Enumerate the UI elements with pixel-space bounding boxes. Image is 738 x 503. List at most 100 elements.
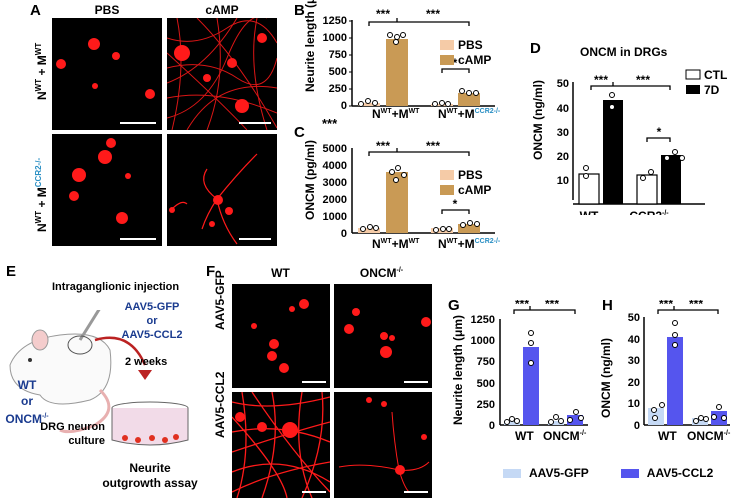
svg-text:250: 250 <box>477 399 495 411</box>
panel-label-e: E <box>6 263 17 280</box>
row-title-ccl2: AAV5-CCL2 <box>213 371 227 438</box>
vector-options: AAV5-GFP or AAV5-CCL2 <box>121 301 183 341</box>
svg-text:4000: 4000 <box>323 160 347 172</box>
panel-label-g: G <box>448 297 460 314</box>
svg-text:WT: WT <box>515 429 534 440</box>
svg-text:20: 20 <box>628 377 640 389</box>
panel-label-h: H <box>602 297 613 314</box>
legend-label-gfp: AAV5-GFP <box>529 466 589 480</box>
panel-label-b: B <box>294 2 305 19</box>
micrograph-pbs-ccr2 <box>52 134 162 246</box>
micrograph-pbs-wt <box>52 18 162 130</box>
culture-dish-icon <box>111 401 189 446</box>
svg-text:10: 10 <box>557 175 569 187</box>
legend-swatch-gfp <box>503 468 521 478</box>
svg-text:***: *** <box>426 139 440 153</box>
svg-text:10: 10 <box>628 398 640 410</box>
micrograph-gfp-oncm <box>334 284 432 388</box>
time-label: 2 weeks <box>125 356 168 368</box>
svg-text:*: * <box>453 197 458 211</box>
col-title-wt: WT <box>271 266 290 280</box>
svg-text:30: 30 <box>557 127 569 139</box>
panel-label-a: A <box>30 2 41 19</box>
svg-text:2000: 2000 <box>323 194 347 206</box>
svg-text:WT: WT <box>580 209 599 215</box>
svg-text:50: 50 <box>557 78 569 90</box>
svg-text:PBS: PBS <box>458 38 483 52</box>
svg-text:0: 0 <box>563 199 569 200</box>
svg-text:***: *** <box>545 300 559 311</box>
svg-text:40: 40 <box>557 103 569 115</box>
svg-text:500: 500 <box>477 378 495 390</box>
svg-text:750: 750 <box>329 49 347 61</box>
svg-text:7D: 7D <box>704 83 720 97</box>
row-title-ccr2: NWT + MCCR2-/- <box>34 157 49 232</box>
culture-label: DRG neuron culture <box>40 421 105 447</box>
legend-swatch-ccl2 <box>620 468 639 478</box>
panel-label-d: D <box>530 40 541 57</box>
chart-g: Neurite length (μm) 0 250 500 750 1000 1250 *… <box>451 300 588 440</box>
svg-text:0: 0 <box>634 420 640 432</box>
svg-text:***: *** <box>659 300 673 311</box>
svg-text:*: * <box>453 56 458 70</box>
chart-d: ONCM in DRGs ONCM (ng/ml) 0 10 20 30 40 50 <box>531 45 668 200</box>
svg-text:***: *** <box>426 7 440 21</box>
svg-text:ONCM-/-: ONCM-/- <box>687 429 731 440</box>
svg-text:NWT+MCCR2-/-: NWT+MCCR2-/- <box>438 237 501 250</box>
panel-label-f: F <box>206 263 216 280</box>
svg-text:NWT+MCCR2-/-: NWT+MCCR2-/- <box>438 107 501 118</box>
svg-text:Neurite length (μm): Neurite length (μm) <box>303 0 317 92</box>
svg-text:***: *** <box>636 73 650 87</box>
svg-text:***: *** <box>689 300 703 311</box>
col-title-oncm: ONCM-/- <box>359 266 404 280</box>
svg-text:0: 0 <box>341 228 347 240</box>
svg-text:1000: 1000 <box>323 32 347 44</box>
injection-title: Intraganglionic injection <box>52 281 180 293</box>
svg-text:0: 0 <box>341 100 347 112</box>
svg-text:*: * <box>657 125 662 139</box>
legend-gh: AAV5-GFP AAV5-CCL2 <box>503 466 713 480</box>
svg-text:***: *** <box>376 7 390 21</box>
row-title-wt: NWT + MWT <box>34 42 49 100</box>
svg-text:NWT+MWT: NWT+MWT <box>372 237 420 250</box>
svg-text:40: 40 <box>628 334 640 346</box>
svg-text:500: 500 <box>329 66 347 78</box>
svg-text:NWT+MWT: NWT+MWT <box>372 107 420 118</box>
svg-text:250: 250 <box>329 83 347 95</box>
svg-text:CTL: CTL <box>704 68 727 82</box>
micrograph-camp-ccr2 <box>167 134 277 246</box>
svg-text:1250: 1250 <box>471 314 495 326</box>
micrograph-camp-wt <box>167 18 277 130</box>
svg-text:1000: 1000 <box>471 335 495 347</box>
chart-h: ONCM (ng/ml) 0 10 20 30 40 50 *** *** WT ONCM-… <box>599 300 731 440</box>
panel-label-c: C <box>294 124 305 141</box>
svg-text:ONCM (ng/ml): ONCM (ng/ml) <box>531 80 545 160</box>
svg-text:ONCM (ng/ml): ONCM (ng/ml) <box>599 338 613 418</box>
row-title-gfp: AAV5-GFP <box>213 270 227 330</box>
svg-text:ONCM (pg/ml): ONCM (pg/ml) <box>303 140 317 220</box>
svg-text:5000: 5000 <box>323 143 347 155</box>
micrograph-ccl2-oncm <box>334 392 432 498</box>
svg-text:30: 30 <box>628 355 640 367</box>
svg-text:cAMP: cAMP <box>458 53 491 67</box>
legend-label-ccl2: AAV5-CCL2 <box>646 466 714 480</box>
assay-label: Neurite outgrowth assay <box>102 461 198 490</box>
mouse-illustration <box>9 310 152 434</box>
svg-text:***: *** <box>376 139 390 153</box>
svg-text:0: 0 <box>489 420 495 432</box>
chart-d-plot: ******* WT CCR2-/- CTL 7D <box>573 68 727 215</box>
svg-text:50: 50 <box>628 312 640 324</box>
chart-b: Neurite length (μm) 0 250 500 750 1000 1250 *… <box>303 0 501 118</box>
svg-text:1250: 1250 <box>323 15 347 27</box>
micrograph-ccl2-wt <box>232 392 330 498</box>
svg-text:***: *** <box>594 73 608 87</box>
mouse-genotypes: WT or ONCM-/- <box>5 378 49 426</box>
stray-significance: *** <box>322 116 338 131</box>
svg-text:WT: WT <box>658 429 677 440</box>
col-title-camp: cAMP <box>205 3 239 17</box>
svg-text:PBS: PBS <box>458 168 483 182</box>
svg-text:ONCM in DRGs: ONCM in DRGs <box>580 45 668 59</box>
svg-text:***: *** <box>515 300 529 311</box>
